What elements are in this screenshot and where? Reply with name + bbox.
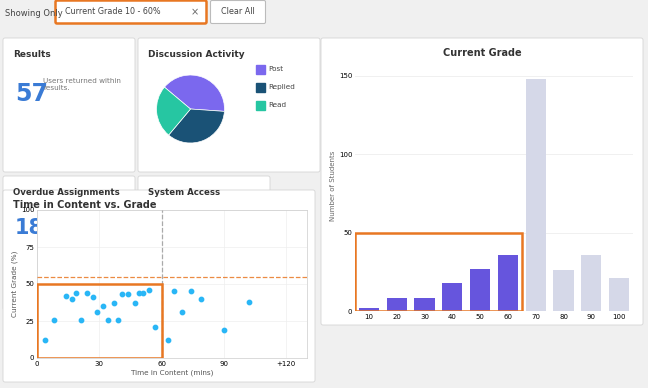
- Text: 8: 8: [150, 218, 165, 238]
- Bar: [359, 308, 379, 311]
- Text: Current Grade 10 - 60%: Current Grade 10 - 60%: [65, 7, 161, 17]
- Text: Time in Content vs. Grade: Time in Content vs. Grade: [13, 200, 157, 210]
- Bar: [256, 65, 265, 74]
- Point: [177, 309, 187, 315]
- Point: [61, 293, 71, 299]
- Text: 18: 18: [15, 218, 44, 238]
- Point: [49, 317, 59, 323]
- FancyBboxPatch shape: [321, 38, 643, 325]
- Bar: [387, 298, 407, 311]
- X-axis label: Time in Content (mins): Time in Content (mins): [131, 369, 213, 376]
- Bar: [355, 232, 522, 311]
- Point: [123, 291, 133, 298]
- Point: [219, 327, 229, 333]
- Text: Read: Read: [268, 102, 286, 108]
- Point: [102, 317, 113, 323]
- Wedge shape: [165, 75, 224, 111]
- Bar: [415, 298, 435, 311]
- FancyBboxPatch shape: [138, 176, 270, 310]
- FancyBboxPatch shape: [3, 176, 135, 310]
- Point: [117, 291, 128, 298]
- Bar: [443, 283, 462, 311]
- Y-axis label: Number of Students: Number of Students: [330, 150, 336, 221]
- Text: Overdue Assignments: Overdue Assignments: [13, 188, 120, 197]
- Y-axis label: Current Grade (%): Current Grade (%): [12, 251, 18, 317]
- Text: Results: Results: [13, 50, 51, 59]
- Text: 57: 57: [15, 82, 48, 106]
- FancyBboxPatch shape: [3, 38, 135, 172]
- Point: [138, 290, 148, 296]
- Wedge shape: [157, 87, 191, 135]
- Point: [98, 303, 109, 309]
- Text: System Access: System Access: [148, 188, 220, 197]
- Text: ×: ×: [191, 7, 199, 17]
- Text: Users currently have
one or more overdue
assignments.: Users currently have one or more overdue…: [43, 214, 117, 234]
- Point: [67, 296, 78, 302]
- Point: [75, 317, 86, 323]
- Point: [163, 337, 173, 343]
- FancyBboxPatch shape: [56, 0, 207, 24]
- Text: User have no system
access in the last 14
days.: User have no system access in the last 1…: [175, 214, 249, 234]
- Point: [40, 337, 51, 343]
- Text: Users returned within
results.: Users returned within results.: [43, 78, 121, 91]
- Point: [92, 309, 102, 315]
- Point: [150, 324, 161, 330]
- Bar: [609, 278, 629, 311]
- Point: [169, 288, 179, 294]
- Bar: [256, 83, 265, 92]
- Bar: [470, 268, 490, 311]
- Point: [196, 296, 206, 302]
- Bar: [256, 101, 265, 110]
- Point: [71, 290, 82, 296]
- Text: Replied: Replied: [268, 84, 295, 90]
- Text: Post: Post: [268, 66, 283, 72]
- Point: [109, 300, 119, 307]
- Wedge shape: [168, 109, 224, 143]
- FancyBboxPatch shape: [138, 38, 320, 172]
- Text: Discussion Activity: Discussion Activity: [148, 50, 245, 59]
- Point: [82, 290, 92, 296]
- Point: [244, 299, 254, 305]
- Text: Clear All: Clear All: [221, 7, 255, 17]
- Text: Current Grade: Current Grade: [443, 48, 521, 58]
- Bar: [37, 284, 161, 358]
- Bar: [581, 255, 601, 311]
- Bar: [498, 255, 518, 311]
- Point: [88, 294, 98, 300]
- FancyBboxPatch shape: [211, 0, 266, 24]
- Point: [133, 290, 144, 296]
- Bar: [526, 79, 546, 311]
- Text: Showing Only: Showing Only: [5, 9, 63, 17]
- Point: [113, 317, 123, 323]
- Point: [130, 300, 140, 307]
- Point: [185, 288, 196, 294]
- Point: [144, 287, 154, 293]
- FancyBboxPatch shape: [3, 190, 315, 382]
- Bar: [553, 270, 573, 311]
